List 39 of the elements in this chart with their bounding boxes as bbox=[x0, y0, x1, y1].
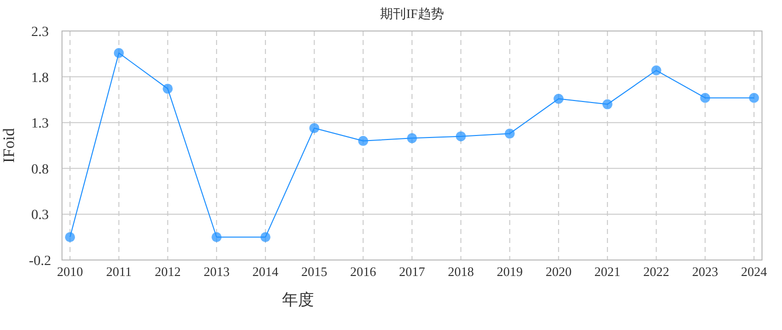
y-tick-label: 1.8 bbox=[31, 70, 49, 86]
chart-title: 期刊IF趋势 bbox=[380, 6, 444, 21]
point bbox=[358, 136, 368, 146]
x-tick-label: 2014 bbox=[252, 264, 279, 279]
y-axis-title: IFoid bbox=[1, 128, 18, 163]
y-tick-label: -0.2 bbox=[28, 254, 52, 269]
point bbox=[114, 48, 124, 58]
x-tick-label: 2019 bbox=[496, 264, 523, 279]
x-tick-label: 2017 bbox=[399, 264, 426, 279]
x-tick-label: 2015 bbox=[301, 264, 328, 279]
point bbox=[65, 232, 75, 242]
y-tick-label: 0.8 bbox=[31, 162, 49, 178]
point bbox=[602, 99, 612, 110]
point bbox=[456, 131, 466, 142]
x-tick-label: 2011 bbox=[106, 264, 132, 279]
point bbox=[309, 123, 320, 134]
x-tick-label: 2018 bbox=[448, 264, 474, 279]
point bbox=[260, 232, 270, 242]
point bbox=[749, 92, 759, 103]
x-axis-title: 年度 bbox=[282, 291, 314, 309]
y-tick-label: 0.3 bbox=[31, 208, 49, 224]
point bbox=[651, 65, 662, 76]
y-tick-label: 2.3 bbox=[31, 25, 49, 40]
x-tick-label: 2023 bbox=[692, 264, 718, 279]
point bbox=[407, 133, 417, 144]
x-tick-label: 2016 bbox=[350, 264, 377, 279]
x-tick-label: 2013 bbox=[204, 264, 230, 279]
point bbox=[162, 84, 173, 94]
point bbox=[504, 128, 515, 139]
y-tick-label: 1.3 bbox=[31, 116, 49, 132]
point bbox=[554, 94, 564, 104]
point bbox=[700, 92, 710, 103]
x-tick-label: 2020 bbox=[546, 264, 572, 279]
point bbox=[212, 232, 222, 242]
x-tick-label: 2024 bbox=[741, 264, 768, 279]
x-tick-label: 2012 bbox=[154, 264, 181, 279]
x-tick-label: 2022 bbox=[643, 264, 670, 279]
x-tick-label: 2021 bbox=[594, 264, 620, 279]
x-tick-label: 2010 bbox=[57, 264, 83, 279]
